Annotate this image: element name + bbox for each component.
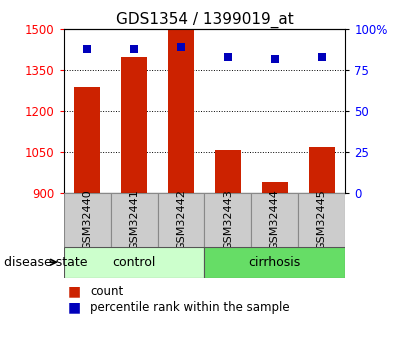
Bar <box>298 193 345 247</box>
Bar <box>252 193 298 247</box>
Text: GSM32443: GSM32443 <box>223 189 233 250</box>
Bar <box>205 193 252 247</box>
Text: ■: ■ <box>68 300 81 314</box>
Bar <box>121 57 147 193</box>
Text: count: count <box>90 285 124 298</box>
Text: GSM32441: GSM32441 <box>129 189 139 250</box>
Bar <box>309 147 335 193</box>
Text: GSM32444: GSM32444 <box>270 189 280 250</box>
Text: GSM32440: GSM32440 <box>82 189 92 250</box>
Text: GSM32445: GSM32445 <box>317 189 327 250</box>
Title: GDS1354 / 1399019_at: GDS1354 / 1399019_at <box>115 12 293 28</box>
Bar <box>215 150 241 193</box>
Bar <box>205 247 345 278</box>
Bar <box>64 193 111 247</box>
Text: disease state: disease state <box>4 256 88 269</box>
Bar <box>111 193 157 247</box>
Text: GSM32442: GSM32442 <box>176 189 186 250</box>
Bar <box>168 29 194 193</box>
Text: percentile rank within the sample: percentile rank within the sample <box>90 300 290 314</box>
Text: cirrhosis: cirrhosis <box>249 256 301 269</box>
Bar <box>64 247 205 278</box>
Bar <box>74 87 100 193</box>
Text: ■: ■ <box>68 285 81 298</box>
Text: control: control <box>112 256 156 269</box>
Bar <box>157 193 205 247</box>
Bar <box>262 182 288 193</box>
